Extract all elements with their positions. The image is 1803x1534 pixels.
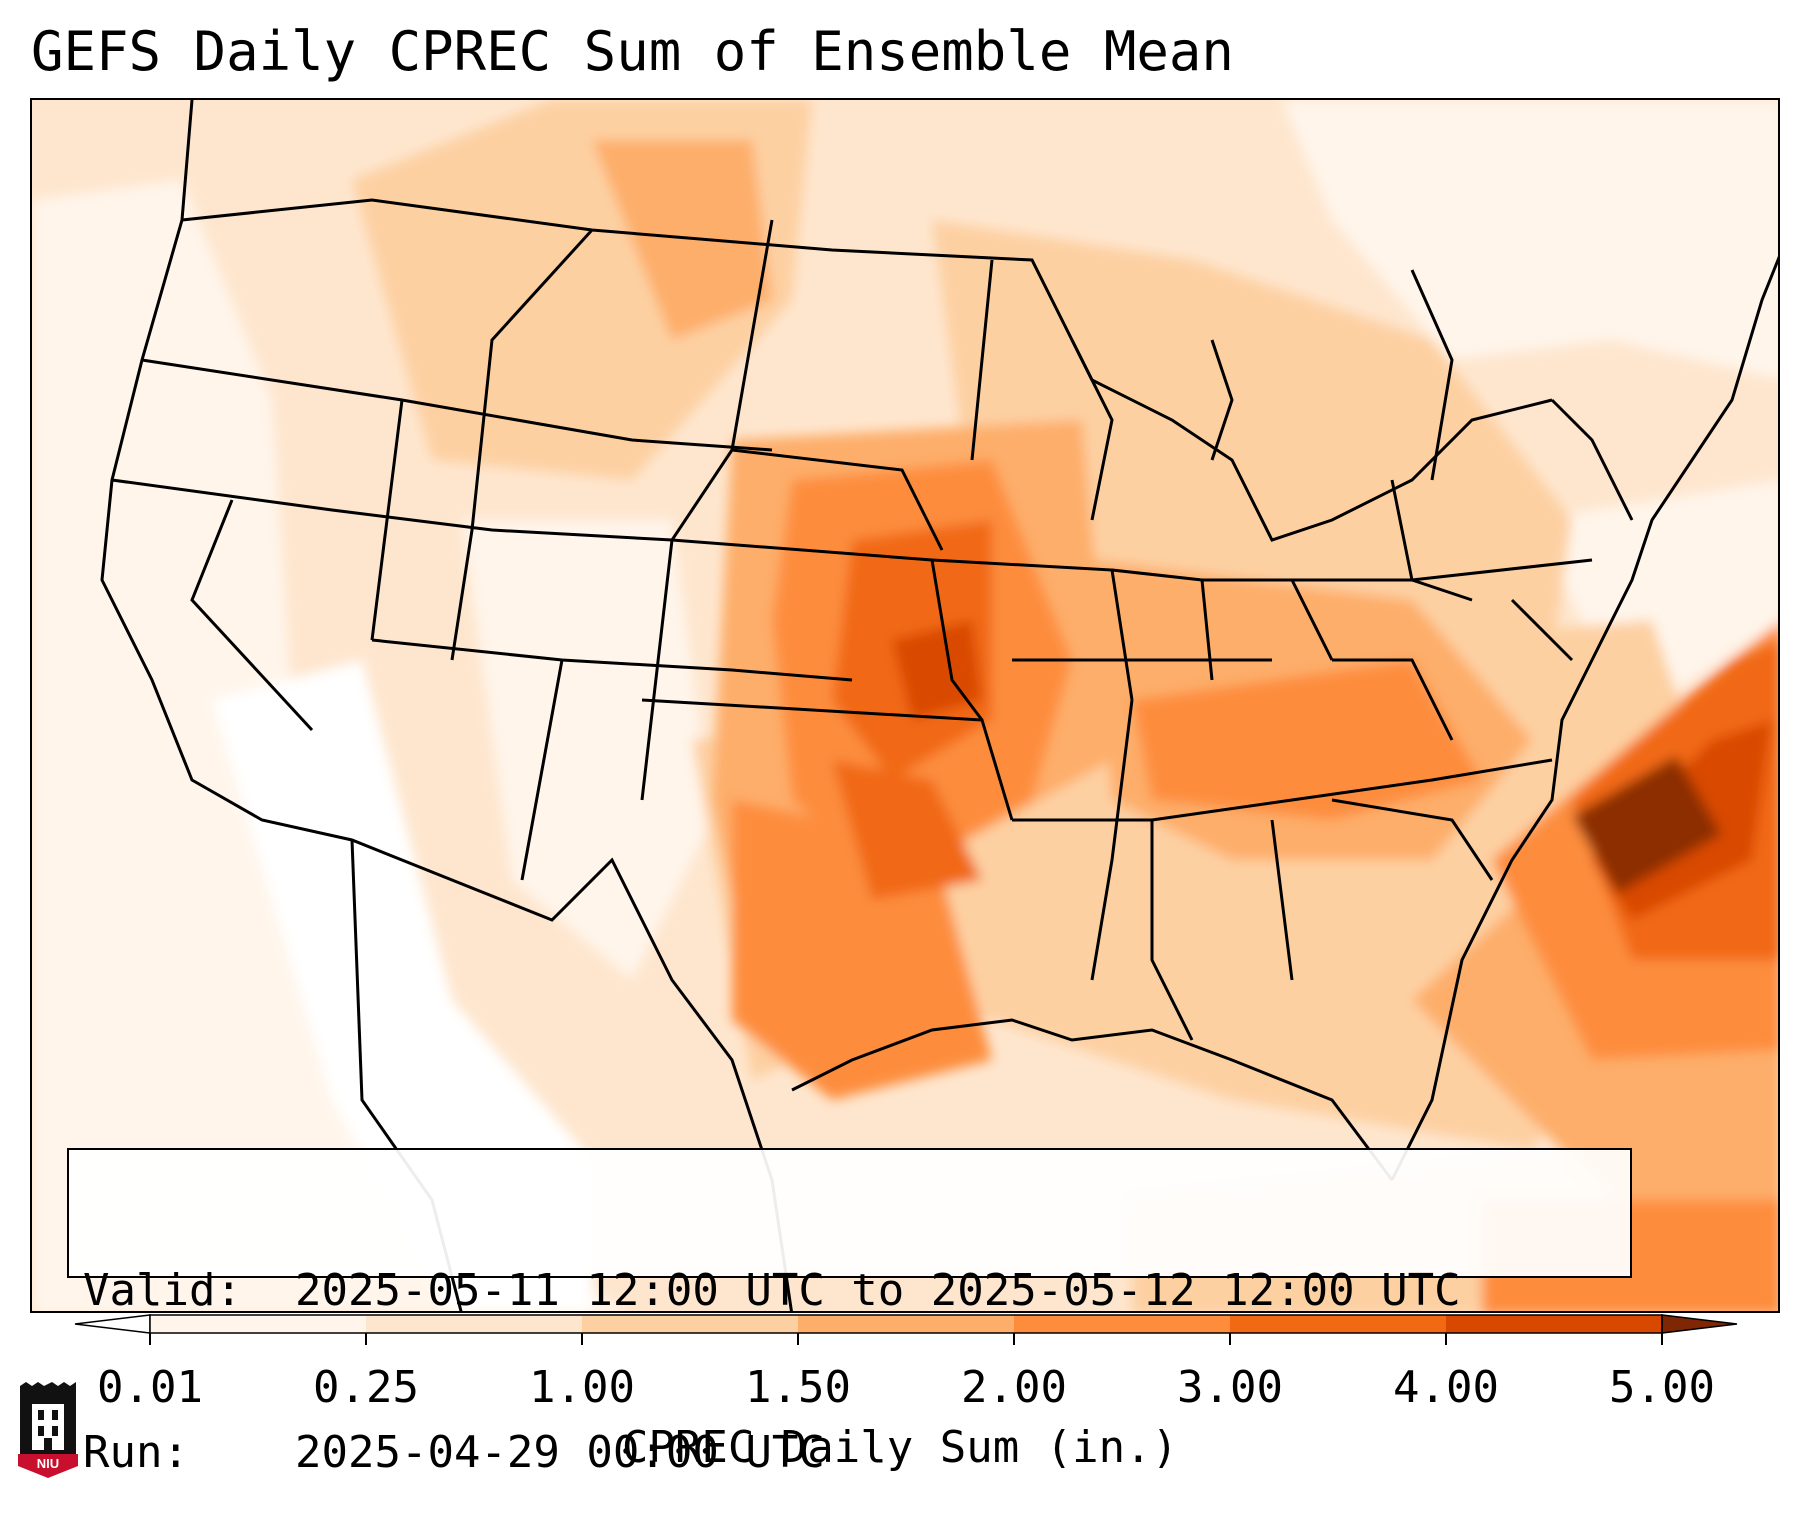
state-boundaries — [100, 100, 1778, 1311]
colorbar-tick-label: 3.00 — [1177, 1362, 1283, 1413]
colorbar-tick-label: 0.01 — [97, 1362, 203, 1413]
colorbar-segment — [1014, 1315, 1231, 1333]
valid-row: Valid: 2025-05-11 12:00 UTC to 2025-05-12… — [83, 1264, 1630, 1318]
colorbar-label: CPREC Daily Sum (in.) — [621, 1422, 1179, 1473]
colorbar-tick-label: 4.00 — [1393, 1362, 1499, 1413]
colorbar-segment — [1446, 1315, 1663, 1333]
precipitation-map — [30, 98, 1780, 1313]
colorbar-segment — [798, 1315, 1015, 1333]
colorbar-tick-label: 1.00 — [529, 1362, 635, 1413]
colorbar-segments — [74, 1314, 1738, 1334]
info-box: Valid: 2025-05-11 12:00 UTC to 2025-05-12… — [67, 1148, 1632, 1478]
colorbar-over-arrow — [1661, 1314, 1738, 1334]
colorbar-tick-label: 5.00 — [1609, 1362, 1715, 1413]
logo-text: NIU — [37, 1456, 59, 1471]
run-value: 2025-04-29 00:00 UTC — [295, 1427, 825, 1478]
colorbar-segment — [582, 1315, 799, 1333]
colorbar-segment — [366, 1315, 583, 1333]
colorbar-segment — [1230, 1315, 1447, 1333]
valid-key: Valid: — [83, 1265, 242, 1316]
page-title: GEFS Daily CPREC Sum of Ensemble Mean — [31, 20, 1234, 83]
colorbar — [74, 1314, 1738, 1345]
run-row: Run: 2025-04-29 00:00 UTC — [83, 1426, 1630, 1480]
valid-value: 2025-05-11 12:00 UTC to 2025-05-12 12:00… — [295, 1265, 1461, 1316]
colorbar-tick-label: 1.50 — [745, 1362, 851, 1413]
colorbar-segment — [150, 1315, 367, 1333]
run-key: Run: — [83, 1427, 189, 1478]
colorbar-tick-label: 2.00 — [961, 1362, 1067, 1413]
map-canvas — [32, 100, 1778, 1311]
colorbar-tick-label: 0.25 — [313, 1362, 419, 1413]
colorbar-ticks — [149, 1333, 1663, 1345]
colorbar-under-arrow — [74, 1314, 151, 1334]
precip-field — [32, 100, 1778, 1311]
colorbar-outline — [149, 1314, 1663, 1334]
niu-tower-icon: NIU — [18, 1382, 78, 1478]
